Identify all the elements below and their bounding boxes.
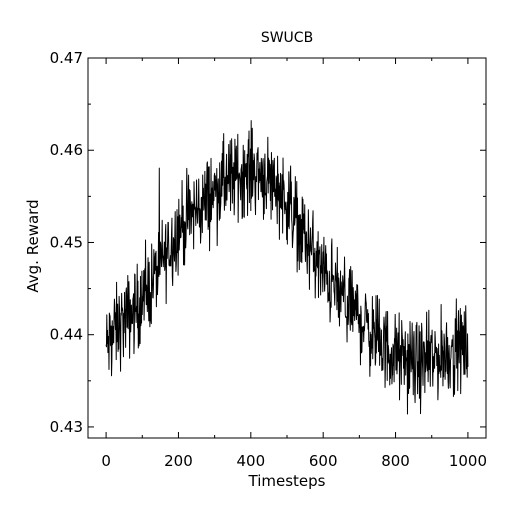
- chart-title: SWUCB: [261, 30, 313, 46]
- x-tick-label: 1000: [449, 452, 487, 470]
- x-tick-label: 400: [236, 452, 265, 470]
- y-tick-label: 0.45: [50, 233, 83, 251]
- x-tick-label: 800: [381, 452, 410, 470]
- x-tick-label: 200: [164, 452, 193, 470]
- y-axis: 0.43 0.44 0.45 0.46 0.47: [50, 49, 486, 436]
- y-tick-label: 0.43: [50, 418, 83, 436]
- x-axis-label: Timesteps: [248, 472, 326, 490]
- y-axis-label: Avg. Reward: [24, 199, 42, 292]
- series-line: [105, 120, 469, 415]
- y-tick-label: 0.47: [50, 49, 83, 67]
- y-tick-label: 0.44: [50, 326, 83, 344]
- plot-area: [87, 57, 487, 439]
- y-tick-label: 0.46: [50, 141, 83, 159]
- x-tick-label: 600: [309, 452, 338, 470]
- plot-frame: [87, 57, 487, 439]
- x-tick-label: 0: [101, 452, 111, 470]
- x-axis: 0 200 400 600 800 1000: [101, 58, 487, 470]
